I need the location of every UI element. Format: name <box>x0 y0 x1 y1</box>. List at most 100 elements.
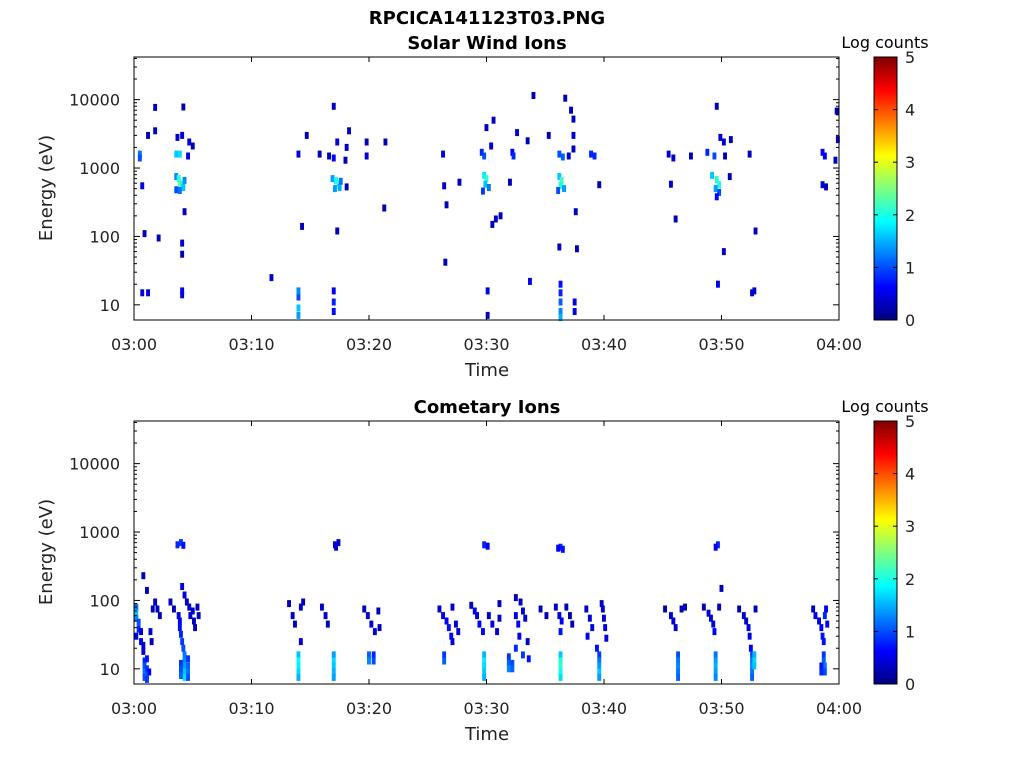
heatmap-cell <box>671 617 676 625</box>
heatmap-cell <box>558 673 563 681</box>
heatmap-cell <box>331 651 336 659</box>
x-tick-label: 03:10 <box>228 335 274 354</box>
heatmap-cell <box>558 181 563 189</box>
heatmap-cell <box>752 287 757 295</box>
y-tick-label: 10000 <box>69 455 120 474</box>
heatmap-cell <box>482 152 487 160</box>
heatmap-cell <box>820 181 825 189</box>
heatmap-cell <box>558 543 563 551</box>
heatmap-cell <box>485 542 490 550</box>
heatmap-cell <box>482 668 487 676</box>
heatmap-cell <box>344 143 349 151</box>
heatmap-cell <box>457 178 462 186</box>
heatmap-cell <box>750 651 754 659</box>
heatmap-cell <box>558 651 563 659</box>
heatmap-cell <box>330 175 335 183</box>
heatmap-cell <box>602 614 606 622</box>
heatmap-cell <box>362 605 367 613</box>
heatmap-cell <box>335 227 340 235</box>
heatmap-cell <box>721 138 726 146</box>
heatmap-cell <box>437 605 442 613</box>
heatmap-cell <box>597 668 602 676</box>
heatmap-cell <box>544 612 549 620</box>
heatmap-cell <box>750 289 754 297</box>
heatmap-cell <box>518 598 523 606</box>
y-tick-label: 10 <box>100 660 120 679</box>
heatmap-cell <box>716 541 720 549</box>
heatmap-cell <box>710 171 714 179</box>
heatmap-cell <box>821 651 826 659</box>
heatmap-cell <box>597 673 602 681</box>
heatmap-cell <box>142 662 147 670</box>
heatmap-cell <box>367 657 371 665</box>
heatmap-cell <box>589 150 593 158</box>
heatmap-cell <box>750 673 754 681</box>
heatmap-cell <box>825 620 830 628</box>
heatmap-cell <box>323 612 328 620</box>
heatmap-cell <box>290 612 295 620</box>
heatmap-cell <box>676 651 680 659</box>
heatmap-cell <box>168 598 173 606</box>
heatmap-cell <box>193 624 197 632</box>
heatmap-cell <box>506 665 511 673</box>
heatmap-cell <box>562 185 566 193</box>
heatmap-cell <box>155 605 160 613</box>
heatmap-cell <box>472 607 477 615</box>
heatmap-cell <box>146 289 150 297</box>
heatmap-cell <box>511 152 516 160</box>
heatmap-cell <box>187 603 192 611</box>
heatmap-cell <box>140 182 145 190</box>
heatmap-cell <box>597 662 602 670</box>
heatmap-cell <box>498 212 503 220</box>
heatmap-cell <box>442 657 447 665</box>
x-tick-label: 03:10 <box>228 699 274 718</box>
heatmap-cell <box>287 600 291 608</box>
heatmap-cell <box>821 638 826 646</box>
heatmap-cell <box>296 657 301 665</box>
heatmap-cell <box>564 603 569 611</box>
heatmap-cell <box>136 618 141 626</box>
heatmap-cell <box>558 289 563 297</box>
heatmap-cell <box>572 308 577 315</box>
x-tick-label: 03:40 <box>581 335 627 354</box>
heatmap-cell <box>141 641 146 649</box>
heatmap-cell <box>714 176 719 183</box>
heatmap-cell <box>811 605 816 613</box>
heatmap-cell <box>490 620 495 628</box>
colorbar-tick-label: 3 <box>905 517 915 536</box>
heatmap-cell <box>296 668 301 676</box>
heatmap-cell <box>513 612 518 620</box>
heatmap-cell <box>176 175 181 183</box>
heatmap-cell <box>676 662 680 670</box>
heatmap-cell <box>824 605 828 613</box>
heatmap-cell <box>558 280 563 288</box>
heatmap-cell <box>750 662 754 670</box>
heatmap-cell <box>834 107 839 115</box>
heatmap-cell <box>517 632 522 640</box>
x-tick-label: 04:00 <box>816 699 862 718</box>
heatmap-cell <box>506 659 511 667</box>
heatmap-cell <box>833 156 838 164</box>
heatmap-cell <box>701 603 706 611</box>
heatmap-cell <box>179 659 183 667</box>
heatmap-cell <box>142 230 147 238</box>
heatmap-cell <box>182 673 187 681</box>
x-tick-label: 03:00 <box>111 335 157 354</box>
heatmap-cell <box>300 222 304 230</box>
heatmap-cell <box>719 584 724 592</box>
heatmap-cells <box>134 539 830 683</box>
heatmap-cell <box>570 620 575 628</box>
heatmap-cell <box>711 620 716 628</box>
heatmap-cell <box>590 624 595 632</box>
heatmap-cell <box>713 543 718 551</box>
heatmap-cell <box>364 138 369 146</box>
heatmap-cell <box>666 150 671 158</box>
heatmap-cell <box>174 150 179 158</box>
colorbar-ticks: 0 1 2 3 4 5 <box>874 412 915 694</box>
heatmap-cell <box>538 605 543 613</box>
x-tick-label: 03:50 <box>698 335 744 354</box>
heatmap-cell <box>712 628 717 636</box>
heatmap-cell <box>177 150 182 158</box>
x-tick-label: 03:40 <box>581 699 627 718</box>
x-tick-label: 03:20 <box>346 699 392 718</box>
